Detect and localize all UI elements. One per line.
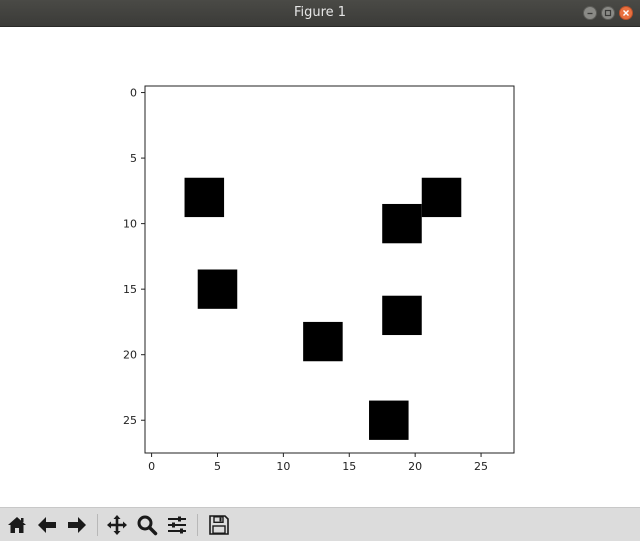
x-tick-label: 25 [474,460,488,473]
y-tick-label: 15 [123,283,137,296]
toolbar-separator [197,514,198,536]
heatmap-block-6 [303,321,343,362]
save-button[interactable] [207,513,231,537]
move-icon [107,515,127,535]
maximize-button[interactable] [601,6,615,20]
y-tick-label: 25 [123,414,137,427]
y-axis: 0 5 10 15 20 25 [123,87,145,427]
y-tick-label: 20 [123,349,137,362]
heatmap-block-3 [382,203,422,244]
heatmap-block-7 [369,400,409,440]
x-axis: 0 5 10 15 20 25 [148,453,488,473]
sliders-icon [168,516,186,534]
heatmap-block-1 [184,177,225,218]
x-tick-label: 10 [276,460,290,473]
x-tick-label: 20 [408,460,422,473]
minimize-icon [587,12,593,15]
heatmap-block-2 [421,177,462,218]
close-icon [623,10,629,16]
x-tick-label: 0 [148,460,155,473]
heatmap-block-5 [382,295,422,336]
pan-button[interactable] [105,513,129,537]
maximize-icon [604,9,612,17]
floppy-disk-icon [209,515,229,535]
arrow-right-icon [68,517,86,533]
navigation-toolbar [0,507,640,541]
home-button[interactable] [5,513,29,537]
arrow-left-icon [38,517,56,533]
heatmap-cells [145,86,514,453]
back-button[interactable] [35,513,59,537]
x-tick-label: 5 [214,460,221,473]
configure-subplots-button[interactable] [165,513,189,537]
forward-button[interactable] [65,513,89,537]
image-plot[interactable]: 0 5 10 15 20 25 0 5 10 15 20 25 [0,27,640,507]
y-tick-label: 0 [130,87,137,100]
window-title: Figure 1 [293,5,347,20]
x-tick-label: 15 [342,460,356,473]
figure-canvas[interactable]: 0 5 10 15 20 25 0 5 10 15 20 25 [0,27,640,507]
toolbar-separator [97,514,98,536]
heatmap-block-4 [197,269,238,309]
zoom-button[interactable] [135,513,159,537]
magnifier-icon [137,515,158,536]
home-icon [8,517,26,533]
minimize-button[interactable] [583,6,597,20]
y-tick-label: 5 [130,152,137,165]
close-button[interactable] [619,6,633,20]
axes-frame [144,85,515,454]
y-tick-label: 10 [123,218,137,231]
title-bar[interactable]: Figure 1 [0,0,640,27]
